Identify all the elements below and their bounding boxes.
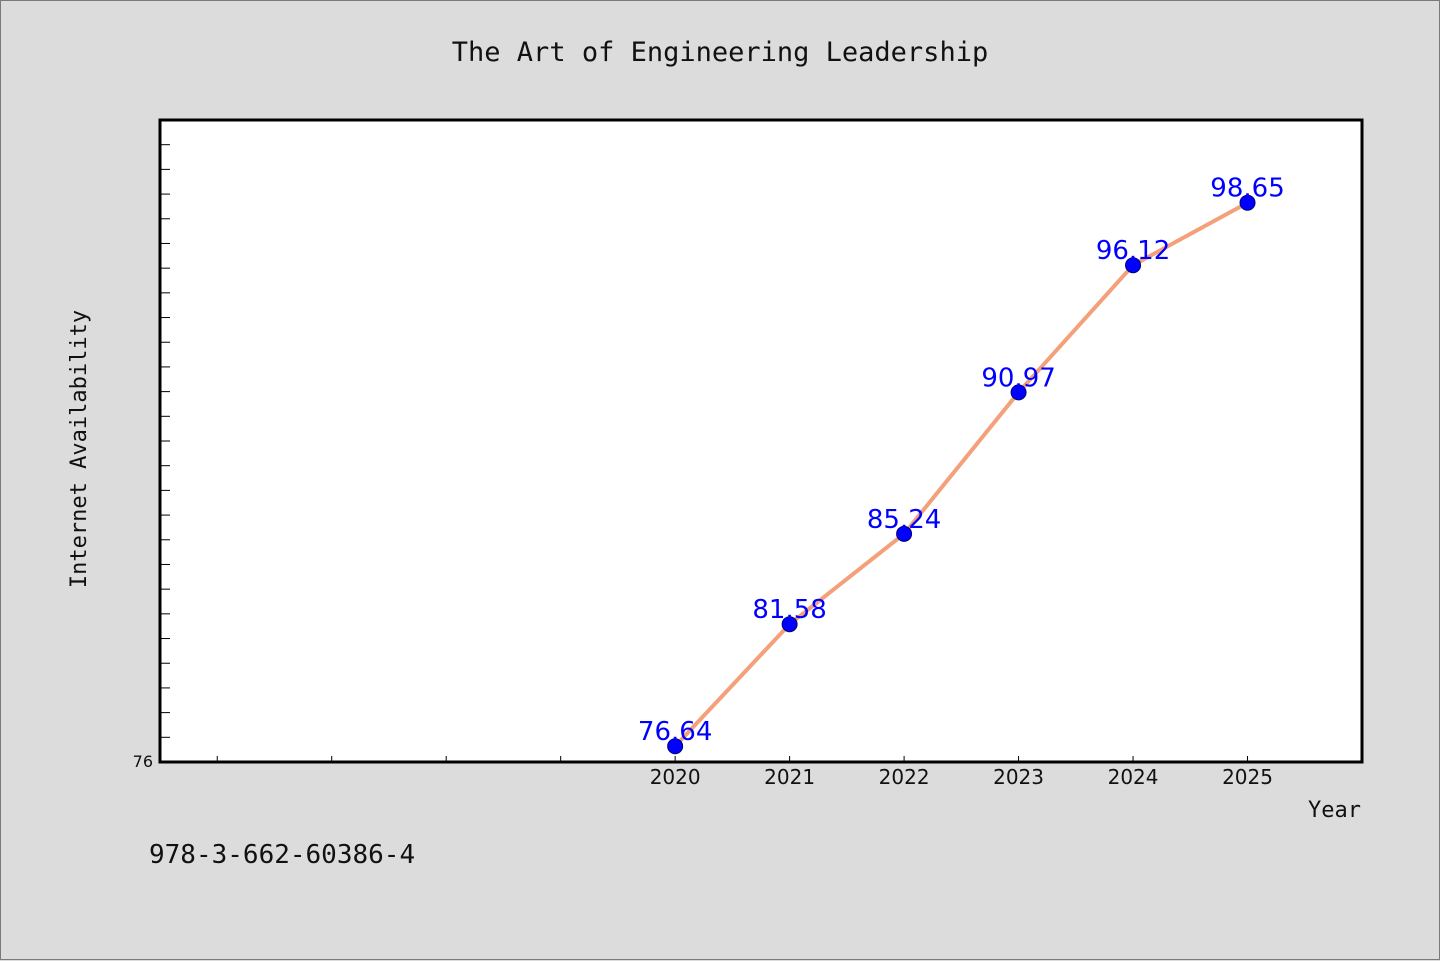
y-tick-label: 76 (133, 752, 153, 771)
x-tick-label: 2022 (879, 765, 930, 789)
chart-title: The Art of Engineering Leadership (452, 37, 988, 68)
data-label: 85.24 (867, 505, 941, 535)
x-tick-label: 2025 (1222, 765, 1273, 789)
data-point (1010, 384, 1027, 401)
data-label: 76.64 (638, 717, 712, 747)
data-point (1125, 257, 1142, 274)
plot-area (158, 118, 1364, 764)
x-axis-label: Year (1308, 798, 1361, 823)
data-point (781, 616, 798, 633)
y-axis-label: Internet Availability (67, 310, 92, 588)
data-label: 98.65 (1210, 174, 1284, 204)
data-label: 96.12 (1096, 236, 1170, 266)
data-point (896, 525, 913, 542)
x-tick-labels: 2020 2021 2022 2023 2024 2025 (650, 765, 1273, 789)
series-line (673, 200, 1249, 748)
x-tick-label: 2023 (993, 765, 1044, 789)
data-point (1239, 194, 1256, 211)
x-tick-label: 2020 (650, 765, 701, 789)
data-point (667, 738, 684, 755)
isbn-text: 978-3-662-60386-4 (149, 840, 415, 870)
x-axis-ticks (216, 756, 1363, 762)
x-tick-label: 2024 (1108, 765, 1159, 789)
data-label: 81.58 (752, 595, 826, 625)
data-label: 90.97 (981, 363, 1055, 393)
y-axis-ticks (160, 144, 170, 738)
x-tick-label: 2021 (764, 765, 815, 789)
series-layer: 76.64 81.58 85.24 90.97 96.12 98.65 (638, 174, 1285, 755)
